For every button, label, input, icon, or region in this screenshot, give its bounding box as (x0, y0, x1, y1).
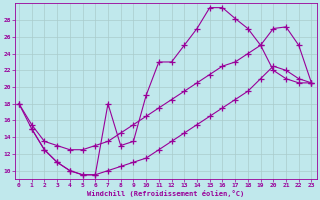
X-axis label: Windchill (Refroidissement éolien,°C): Windchill (Refroidissement éolien,°C) (87, 190, 244, 197)
